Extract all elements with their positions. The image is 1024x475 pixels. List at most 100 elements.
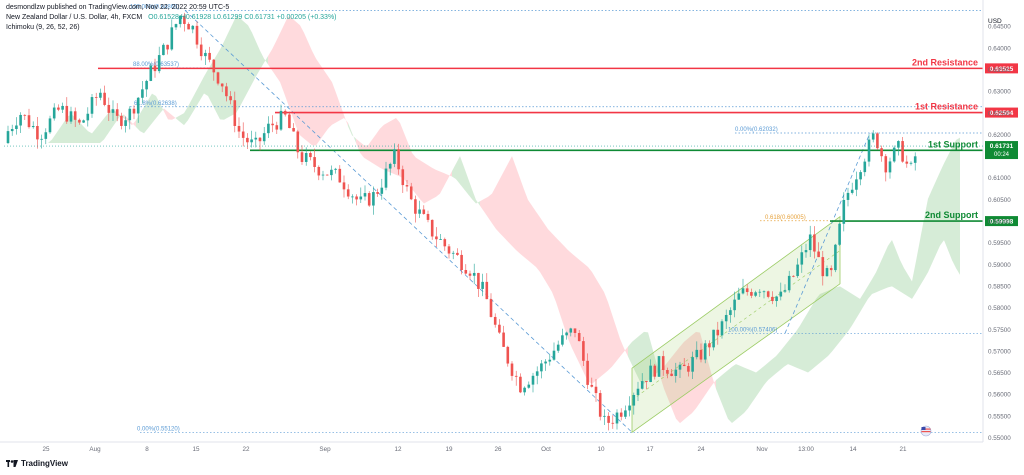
cloud-segment: [536, 211, 540, 272]
candle-body: [867, 139, 871, 162]
flag-stripe: [921, 431, 931, 433]
cloud-segment: [248, 25, 252, 92]
cloud-segment: [632, 338, 636, 374]
candle-body: [716, 329, 720, 336]
cloud-segment: [176, 115, 180, 122]
candle-body: [674, 369, 678, 376]
candle-body: [481, 281, 484, 289]
candle-body: [397, 149, 400, 170]
cloud-segment: [784, 341, 788, 367]
candle-body: [758, 291, 762, 293]
candle-body: [682, 364, 686, 367]
candle-body: [44, 132, 48, 139]
candle-body: [405, 185, 409, 187]
candle-body: [237, 125, 241, 132]
candle-body: [556, 344, 560, 351]
cloud-segment: [484, 196, 488, 218]
level-label: 1st Resistance: [915, 102, 978, 112]
candle-body: [120, 115, 123, 126]
candle-body: [577, 332, 581, 342]
cloud-segment: [292, 18, 296, 127]
candle-body: [691, 357, 694, 372]
cloud-segment: [236, 16, 240, 114]
candle-body: [695, 349, 699, 358]
candle-body: [69, 111, 73, 122]
cloud-segment: [768, 359, 772, 381]
cloud-segment: [748, 369, 752, 409]
candle-body: [741, 288, 745, 294]
candle-body: [393, 149, 396, 164]
cloud-segment: [896, 249, 900, 292]
candle-body: [821, 257, 825, 277]
candle-body: [271, 123, 274, 126]
tradingview-logo[interactable]: TradingView: [6, 459, 68, 468]
cloud-segment: [240, 18, 244, 107]
candle-body: [170, 27, 174, 50]
cloud-segment: [100, 118, 104, 144]
cloud-segment: [432, 167, 436, 200]
x-tick-label: Aug: [89, 446, 101, 453]
x-tick-label: 13:00: [798, 446, 814, 453]
y-tick-label: 0.55000: [988, 435, 1011, 442]
y-tick-label: 0.56500: [988, 370, 1011, 377]
x-tick-label: 25: [42, 446, 50, 453]
candle-body: [586, 360, 589, 385]
candle-body: [456, 252, 459, 255]
cloud-segment: [124, 114, 128, 122]
candle-body: [36, 125, 39, 140]
cloud-segment: [880, 254, 884, 291]
channel-midline: [631, 250, 841, 401]
cloud-segment: [504, 163, 508, 242]
candle-body: [632, 394, 636, 406]
candle-body: [292, 128, 295, 132]
cloud-segment: [56, 127, 60, 144]
candle-body: [90, 97, 94, 114]
candle-body: [199, 44, 203, 57]
candle-body: [430, 219, 434, 237]
cloud-segment: [944, 155, 948, 251]
cloud-segment: [312, 50, 316, 146]
candle-body: [195, 25, 199, 45]
cloud-segment: [148, 93, 152, 129]
candle-body: [720, 321, 724, 336]
cloud-segment: [528, 199, 532, 264]
cloud-segment: [268, 49, 272, 71]
candle-body: [115, 109, 119, 116]
cloud-segment: [956, 137, 960, 275]
candle-body: [598, 393, 602, 417]
candle-body: [871, 133, 875, 140]
cloud-segment: [380, 124, 384, 170]
cloud-segment: [596, 278, 600, 381]
cloud-segment: [184, 106, 188, 126]
cloud-segment: [928, 189, 932, 273]
candle-body: [52, 107, 56, 119]
y-tick-label: 0.64000: [988, 45, 1011, 52]
candle-body: [489, 299, 493, 317]
cloud-segment: [496, 178, 500, 234]
candle-body: [141, 89, 144, 98]
candle-body: [372, 192, 375, 206]
candle-body: [472, 272, 476, 276]
cloud-segment: [80, 122, 84, 144]
y-tick-label: 0.57500: [988, 327, 1011, 334]
cloud-segment: [208, 62, 212, 104]
cloud-segment: [460, 156, 464, 190]
candle-body: [901, 141, 904, 162]
candle-body: [552, 350, 556, 360]
candle-body: [132, 108, 136, 114]
y-tick-label: 0.61000: [988, 175, 1011, 182]
level-label: 2nd Support: [925, 210, 978, 220]
cloud-segment: [168, 111, 172, 120]
flag-stripe: [921, 428, 931, 430]
candle-body: [149, 65, 153, 81]
candle-body: [527, 384, 531, 388]
cloud-segment: [524, 189, 528, 261]
candle-body: [729, 310, 732, 315]
candle-body: [212, 59, 216, 73]
current-price-value: 0.61731: [990, 143, 1014, 150]
cloud-segment: [164, 108, 168, 120]
x-tick-label: 8: [145, 446, 149, 453]
cloud-segment: [172, 115, 176, 120]
cloud-segment: [304, 32, 308, 142]
